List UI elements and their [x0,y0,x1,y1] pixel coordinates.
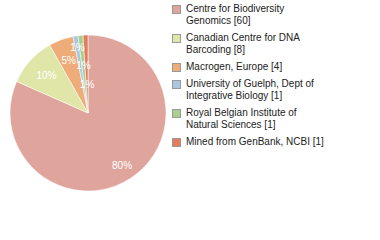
html-text:University of Guelph, Dept of: University of Guelph, Dept of Integrativ… [186,78,314,101]
svg-text:1%: 1% [80,79,95,90]
svg-text:80%: 80% [112,160,132,171]
svg-text:1%: 1% [70,42,85,53]
svg-text:10%: 10% [36,70,56,81]
html-text:Canadian Centre for DNA Barcod: Canadian Centre for DNA Barcoding [8] [186,32,300,55]
svg-text:5%: 5% [61,55,76,66]
html-text:Centre for Biodiversity Genomi: Centre for Biodiversity Genomics [60] [186,3,285,26]
svg-text:1%: 1% [76,60,91,71]
html-text:Royal Belgian Institute of Nat: Royal Belgian Institute of Natural Scien… [186,107,297,130]
html-text:Mined from GenBank, NCBI [1]: Mined from GenBank, NCBI [1] [186,136,324,147]
html-text:Macrogen, Europe [4]: Macrogen, Europe [4] [186,61,283,72]
